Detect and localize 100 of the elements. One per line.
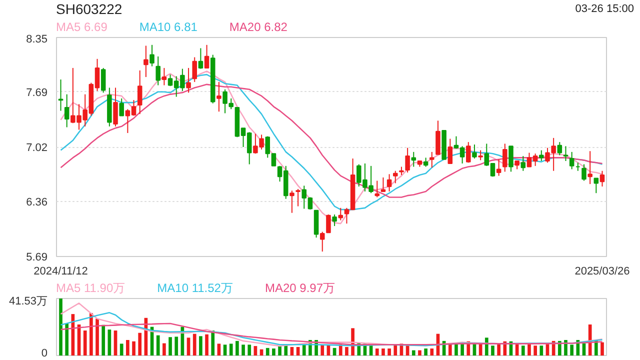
bar <box>59 298 62 356</box>
y-tick-label: 8.35 <box>26 34 48 46</box>
x-tick-label: 2025/03/26 <box>574 266 630 278</box>
bar <box>570 344 574 356</box>
bar <box>205 334 208 356</box>
bar <box>491 346 494 356</box>
text: MA20 6.82 <box>229 20 288 34</box>
candlestick <box>137 70 142 115</box>
candlestick <box>150 44 154 67</box>
y-tick-label: 0 <box>41 348 48 360</box>
bar <box>430 348 434 356</box>
candlestick <box>338 207 344 221</box>
chart-title: SH603222 <box>56 0 122 19</box>
bar <box>320 344 324 356</box>
candlestick <box>113 87 118 127</box>
candlestick <box>64 94 70 128</box>
bar <box>369 346 373 356</box>
candlestick <box>380 176 386 192</box>
candlestick <box>496 158 502 176</box>
line-series <box>60 322 603 346</box>
bar <box>199 336 202 356</box>
line-series <box>60 84 603 198</box>
candlestick <box>186 67 191 94</box>
candlestick <box>472 144 477 160</box>
bar <box>497 343 500 356</box>
bar <box>460 344 464 356</box>
text: MA10 11.52万 <box>157 281 233 295</box>
series-label: MA5 11.90万 <box>56 281 126 295</box>
bar <box>242 344 245 356</box>
bar <box>454 344 458 356</box>
bar <box>600 342 604 356</box>
y-tick-label: 41.53万 <box>8 296 48 308</box>
y-tick-label: 5.69 <box>26 252 48 264</box>
candlestick <box>198 48 204 70</box>
candlestick <box>520 156 526 172</box>
bar <box>564 340 568 356</box>
x-tick-label: 2024/11/12 <box>34 266 88 278</box>
bar <box>114 330 118 356</box>
bar <box>418 350 422 356</box>
candlestick <box>204 44 210 68</box>
candlestick <box>600 170 605 188</box>
bar <box>223 344 227 356</box>
candlestick <box>582 164 586 182</box>
bar <box>65 324 69 356</box>
candlestick <box>216 81 222 112</box>
bar <box>126 340 130 356</box>
y-tick-label: 6.36 <box>26 196 48 208</box>
bar <box>528 344 531 356</box>
candlestick <box>119 98 124 116</box>
bar <box>248 344 252 356</box>
candlestick <box>100 67 106 94</box>
candlestick <box>290 190 294 214</box>
bar <box>96 318 99 356</box>
bar <box>345 346 348 356</box>
candlestick <box>144 45 148 78</box>
bar <box>229 344 233 356</box>
bar <box>388 348 391 356</box>
candlestick <box>557 142 562 156</box>
bar <box>217 344 221 356</box>
candlestick <box>430 151 434 168</box>
text: MA20 9.97万 <box>264 281 336 295</box>
candlestick <box>588 150 592 185</box>
text: MA10 6.81 <box>139 20 198 34</box>
bar <box>120 344 124 356</box>
candlestick <box>436 120 440 155</box>
bar <box>168 337 172 356</box>
candlestick <box>386 174 392 192</box>
candlestick <box>326 214 331 234</box>
candlestick <box>594 178 599 194</box>
candlestick <box>162 67 167 86</box>
bar <box>412 350 416 356</box>
bar <box>266 348 270 356</box>
candlestick <box>332 214 337 227</box>
bar <box>174 336 178 356</box>
bar <box>534 346 537 356</box>
bar <box>192 334 196 356</box>
candlestick <box>423 157 428 168</box>
bar <box>186 338 190 356</box>
candlestick <box>411 151 416 168</box>
candlestick <box>405 147 410 174</box>
bar <box>302 344 306 356</box>
candlestick <box>563 146 568 162</box>
candlestick <box>502 143 508 172</box>
text: MA5 6.69 <box>56 20 108 34</box>
bar <box>236 340 239 356</box>
bar <box>394 344 398 356</box>
y-tick-label: 7.02 <box>26 142 48 154</box>
candlestick <box>508 146 514 172</box>
candlestick <box>448 138 453 164</box>
candlestick <box>314 210 319 238</box>
bar <box>272 348 276 356</box>
bar <box>108 330 112 356</box>
candlestick <box>392 170 398 184</box>
candlestick <box>320 231 325 252</box>
bar <box>375 348 379 356</box>
candlestick <box>58 78 64 112</box>
bar <box>521 346 525 356</box>
bar <box>424 348 428 356</box>
bar <box>162 343 166 356</box>
bar <box>156 335 160 356</box>
